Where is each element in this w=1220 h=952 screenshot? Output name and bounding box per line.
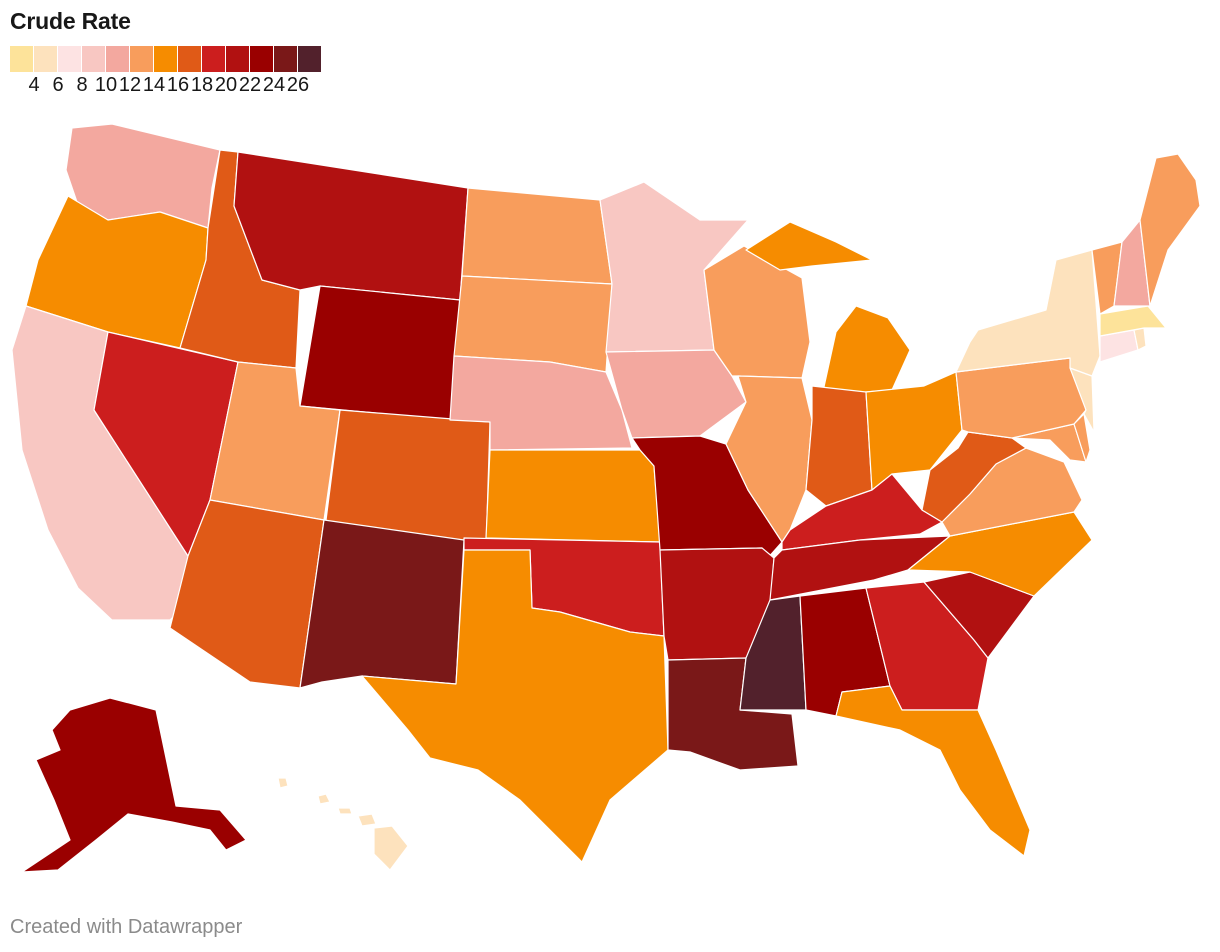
legend-tick-label: 24 [262, 74, 286, 96]
state-new-york[interactable] [955, 249, 1101, 377]
state-south-carolina[interactable] [923, 571, 1035, 659]
state-hawaii[interactable] [277, 777, 409, 871]
state-alaska[interactable] [21, 697, 247, 873]
state-massachusetts[interactable] [1099, 305, 1167, 337]
state-new-mexico[interactable] [299, 519, 465, 689]
legend-swatch [58, 46, 81, 72]
legend-swatch [178, 46, 201, 72]
legend-swatch [10, 46, 33, 72]
legend-swatch [202, 46, 225, 72]
us-states-map [11, 123, 1201, 873]
legend-swatch [106, 46, 129, 72]
state-wyoming[interactable] [299, 285, 461, 421]
legend-swatch [130, 46, 153, 72]
legend-tick-label: 16 [166, 74, 190, 96]
legend-swatch [34, 46, 57, 72]
legend-tick-label: 4 [28, 74, 40, 96]
state-texas[interactable] [361, 549, 669, 863]
map-title: Crude Rate [10, 8, 131, 34]
legend-swatch [226, 46, 249, 72]
state-indiana[interactable] [805, 385, 873, 507]
state-kansas[interactable] [485, 449, 661, 543]
state-nebraska[interactable] [449, 355, 633, 451]
legend-swatches [10, 46, 321, 72]
legend-swatch [274, 46, 297, 72]
legend-swatch [250, 46, 273, 72]
legend-tick-label: 22 [238, 74, 262, 96]
legend-ticks: 4 6 8 10 12 14 16 18 20 22 24 26 [10, 74, 321, 100]
legend-tick-label: 18 [190, 74, 214, 96]
legend-swatch [298, 46, 321, 72]
state-florida[interactable] [835, 685, 1031, 857]
legend-tick-label: 26 [286, 74, 310, 96]
color-legend: 4 6 8 10 12 14 16 18 20 22 24 26 [10, 46, 321, 100]
state-west-virginia[interactable] [921, 431, 1027, 523]
legend-tick-label: 12 [118, 74, 142, 96]
legend-tick-label: 6 [52, 74, 64, 96]
legend-tick-label: 14 [142, 74, 166, 96]
legend-swatch [82, 46, 105, 72]
state-north-dakota[interactable] [461, 187, 613, 285]
legend-tick-label: 10 [94, 74, 118, 96]
legend-swatch [154, 46, 177, 72]
legend-tick-label: 20 [214, 74, 238, 96]
state-maine[interactable] [1139, 153, 1201, 307]
state-montana[interactable] [233, 151, 469, 301]
state-delaware[interactable] [1073, 413, 1091, 463]
datawrapper-credit: Created with Datawrapper [10, 916, 243, 938]
legend-tick-label: 8 [76, 74, 88, 96]
